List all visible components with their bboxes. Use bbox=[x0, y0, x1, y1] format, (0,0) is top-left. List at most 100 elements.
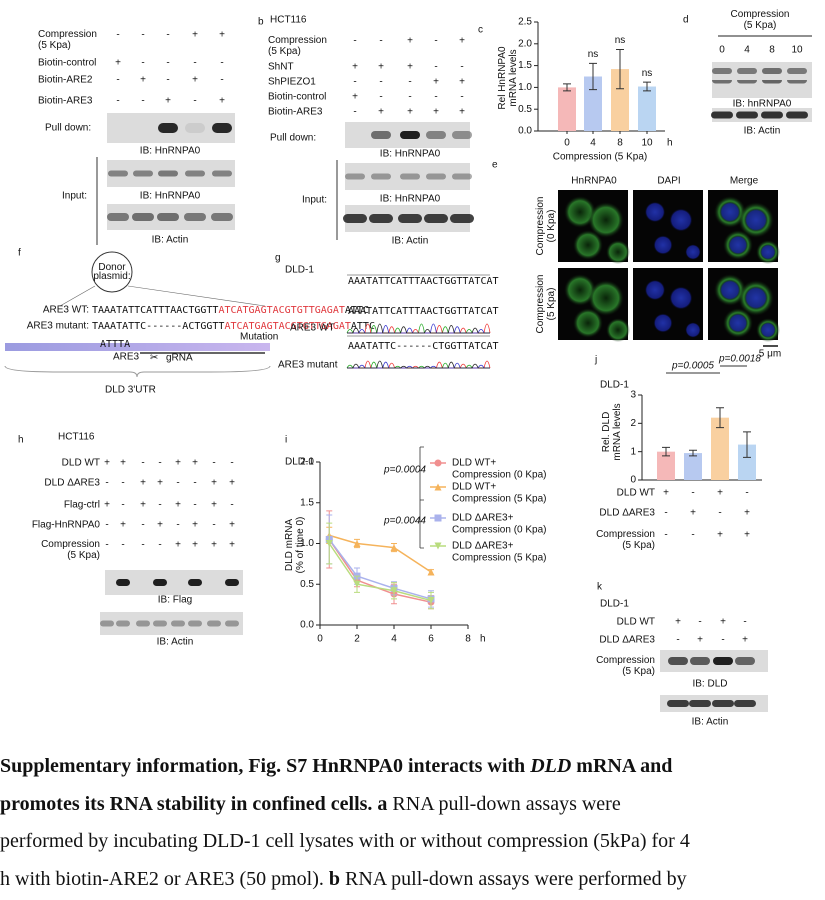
error-bar bbox=[616, 48, 624, 90]
band bbox=[108, 123, 128, 133]
sign: + bbox=[219, 96, 225, 107]
sign: + bbox=[744, 530, 750, 541]
sign: - bbox=[121, 500, 124, 511]
donor-label: plasmid: bbox=[93, 271, 130, 282]
sign: + bbox=[717, 530, 723, 541]
y-tick-label: 0 bbox=[630, 475, 636, 486]
y-tick-label: 2.0 bbox=[300, 457, 314, 468]
bar bbox=[711, 417, 729, 480]
sign: - bbox=[121, 478, 124, 489]
scissors: ✂ bbox=[150, 353, 158, 364]
error-bar bbox=[589, 62, 597, 91]
sign: + bbox=[175, 458, 181, 469]
p-bracket bbox=[419, 446, 424, 549]
cell-green bbox=[573, 230, 603, 260]
cell-green bbox=[588, 202, 624, 238]
error-bar bbox=[743, 431, 751, 458]
row-label: (5 Kpa) bbox=[622, 540, 655, 551]
blot-label: IB: HnRNPA0 bbox=[140, 191, 201, 202]
annotation: ns bbox=[642, 68, 653, 79]
caption-run: promotes its RNA stability in confined c… bbox=[0, 793, 387, 815]
sign: - bbox=[721, 635, 724, 646]
legend-marker bbox=[434, 459, 442, 467]
panel-letter: e bbox=[492, 160, 498, 171]
series-line bbox=[328, 539, 432, 603]
sign: - bbox=[116, 96, 119, 107]
sign: + bbox=[229, 520, 235, 531]
nucleus bbox=[669, 286, 693, 310]
nucleus bbox=[685, 322, 701, 338]
caption-run: b bbox=[329, 868, 340, 890]
header: (5 Kpa) bbox=[744, 20, 777, 31]
sign: - bbox=[718, 508, 721, 519]
time-label: 0 bbox=[719, 45, 725, 56]
row-label: Biotin-ARE2 bbox=[38, 75, 93, 86]
seq-run: ATTC bbox=[351, 321, 375, 332]
sign: + bbox=[120, 458, 126, 469]
band bbox=[207, 620, 221, 627]
y-axis-label: Rel HnRNPA0 bbox=[497, 46, 508, 110]
band bbox=[424, 214, 448, 223]
row-label: Compression bbox=[596, 655, 655, 666]
caption-line: Supplementary information, Fig. S7 HnRNP… bbox=[0, 755, 672, 777]
blot-label: Pull down: bbox=[270, 133, 316, 144]
cell-line: DLD-1 bbox=[285, 265, 314, 276]
cell-line: DLD-1 bbox=[600, 599, 629, 610]
sign: - bbox=[379, 77, 382, 88]
panel-letter: j bbox=[594, 355, 597, 366]
band bbox=[100, 620, 114, 627]
bar bbox=[558, 87, 576, 131]
row-label: DLD WT bbox=[617, 617, 655, 628]
cell-green bbox=[606, 240, 630, 264]
seq-label: ARE3 mutant: bbox=[27, 321, 89, 332]
sequence: TAAATATTCATTTAACTGGTTATCATGAGTACGTGTTGAG… bbox=[92, 305, 369, 316]
band bbox=[398, 214, 422, 223]
utr-label: DLD 3'UTR bbox=[105, 385, 156, 396]
blot-label: IB: Actin bbox=[692, 717, 729, 728]
time-label: 4 bbox=[744, 45, 750, 56]
sign: + bbox=[742, 635, 748, 646]
bar bbox=[611, 69, 629, 131]
sign: - bbox=[193, 478, 196, 489]
nucleus bbox=[685, 244, 701, 260]
nucleus bbox=[719, 279, 741, 301]
x-unit: h bbox=[667, 138, 673, 149]
sign: - bbox=[212, 458, 215, 469]
band bbox=[158, 123, 178, 133]
x-tick-label: 0 bbox=[564, 138, 570, 149]
sign: - bbox=[141, 520, 144, 531]
sign: - bbox=[121, 540, 124, 551]
sign: - bbox=[230, 500, 233, 511]
sign: + bbox=[697, 635, 703, 646]
panel-letter: c bbox=[478, 25, 483, 36]
band bbox=[153, 620, 167, 627]
donor-circle bbox=[91, 251, 133, 293]
band bbox=[400, 131, 420, 139]
nucleus bbox=[760, 244, 776, 260]
sign: - bbox=[353, 107, 356, 118]
y-tick-label: 2.5 bbox=[518, 17, 532, 28]
blot-label: IB: Flag bbox=[158, 595, 192, 606]
sign: + bbox=[378, 62, 384, 73]
grna: gRNA bbox=[166, 353, 193, 364]
sign: + bbox=[407, 107, 413, 118]
seq-run: TAAATATTC------ACTGGTT bbox=[92, 321, 224, 332]
sign: - bbox=[379, 36, 382, 47]
blot-label: IB: Actin bbox=[392, 236, 429, 247]
blot-label: IB: Actin bbox=[152, 235, 189, 246]
row-label: DLD ΔARE3 bbox=[599, 635, 655, 646]
band bbox=[184, 213, 206, 221]
legend-marker bbox=[434, 514, 442, 522]
sign: + bbox=[175, 500, 181, 511]
band bbox=[132, 213, 154, 221]
band bbox=[185, 170, 205, 177]
bar bbox=[738, 444, 756, 480]
y-tick-label: 1.5 bbox=[300, 497, 314, 508]
sign: - bbox=[105, 520, 108, 531]
y-tick-label: 0.5 bbox=[300, 579, 314, 590]
error-bar bbox=[563, 83, 571, 92]
band bbox=[787, 68, 807, 74]
band bbox=[116, 579, 130, 586]
sign: - bbox=[166, 30, 169, 41]
sign: + bbox=[352, 62, 358, 73]
